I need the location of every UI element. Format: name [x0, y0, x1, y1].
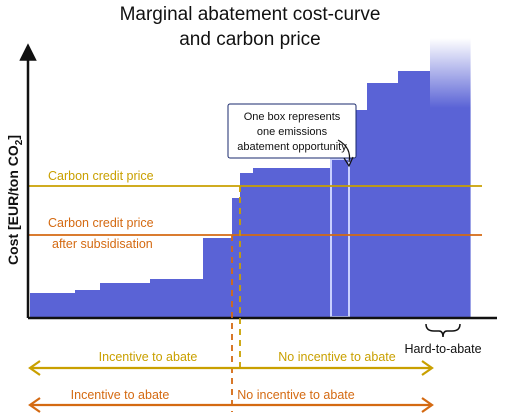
cost-step-bar	[30, 293, 76, 318]
hard-to-abate-brace	[425, 323, 461, 338]
lower-incentive-label: Incentive to abate	[71, 388, 170, 402]
upper-incentive-label: Incentive to abate	[99, 350, 198, 364]
carbon-credit-price-label: Carbon credit price	[48, 169, 154, 183]
cost-step-bar	[430, 38, 471, 318]
cost-step-bar	[367, 83, 399, 318]
cost-curve-bars	[30, 38, 471, 318]
cost-step-bar	[75, 290, 101, 318]
upper-no-incentive-label: No incentive to abate	[278, 350, 395, 364]
subsidised-price-label-line2: after subsidisation	[52, 237, 153, 251]
annotation-line2: one emissions	[257, 126, 328, 138]
annotation-box	[227, 103, 357, 159]
upper-arrow-left-head	[28, 360, 41, 376]
cost-step-bar	[232, 198, 241, 318]
cost-step-bar	[150, 279, 204, 318]
annotation-pointer	[337, 139, 351, 163]
cost-step-bar	[398, 71, 431, 318]
cost-step-bar	[330, 158, 351, 318]
lower-arrow-left-head	[28, 397, 41, 413]
cost-step-bar	[203, 238, 233, 318]
upper-incentive-arrows: Incentive to abate No incentive to abate	[28, 350, 434, 376]
cost-step-bar	[350, 110, 368, 318]
y-axis-label: Cost [EUR/ton CO2]	[5, 135, 25, 265]
chart-title-line1: Marginal abatement cost-curve	[120, 4, 381, 25]
chart-title-line2: and carbon price	[179, 29, 321, 50]
cost-step-bar	[253, 168, 331, 318]
annotation-line1: One box represents	[244, 111, 341, 123]
lower-incentive-arrows: Incentive to abate No incentive to abate	[28, 388, 434, 413]
cost-step-bar	[240, 173, 254, 318]
subsidised-price-label-line1: Carbon credit price	[48, 216, 154, 230]
annotation-line3: abatement opportunity	[237, 141, 347, 153]
upper-arrow-right-head	[421, 360, 434, 376]
lower-arrow-right-head	[421, 397, 434, 413]
lower-no-incentive-label: No incentive to abate	[237, 388, 354, 402]
cost-step-bar	[100, 283, 151, 318]
hard-to-abate-label: Hard-to-abate	[404, 342, 481, 356]
annotation-pointer-head	[343, 156, 354, 168]
